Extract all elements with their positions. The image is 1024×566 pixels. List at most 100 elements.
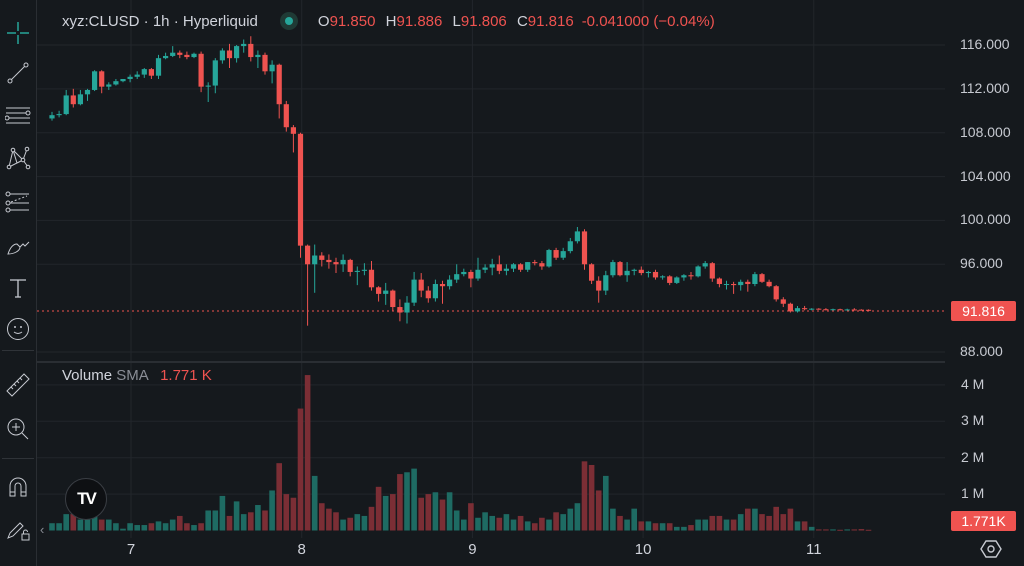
candle — [546, 248, 552, 268]
candle-body — [305, 245, 311, 265]
volume-title: Volume — [62, 367, 113, 384]
candle-body — [70, 95, 76, 105]
candle-body — [191, 53, 197, 58]
candle — [205, 82, 211, 103]
candle — [255, 50, 261, 69]
candle-body — [489, 264, 495, 268]
volume-bar — [255, 505, 261, 531]
candle — [802, 305, 808, 311]
brush-tool[interactable] — [3, 230, 33, 260]
volume-bar — [737, 514, 744, 531]
candle — [155, 54, 162, 79]
candle-body — [248, 43, 254, 58]
candle — [596, 276, 602, 303]
candle — [709, 262, 715, 282]
volume-legend: Volume SMA 1.771 K — [62, 367, 212, 384]
volume-bar — [702, 519, 708, 531]
volume-bar — [752, 508, 758, 531]
volume-bar — [91, 512, 98, 531]
candle-body — [596, 280, 602, 291]
zoom-in-tool[interactable] — [3, 414, 33, 444]
candle-body — [809, 308, 815, 310]
candle — [489, 258, 495, 276]
candle — [283, 100, 289, 132]
fib-levels-tool[interactable] — [3, 187, 33, 217]
candle-body — [361, 269, 367, 271]
collapse-toolbar-chevron-icon[interactable]: ‹ — [40, 522, 45, 537]
candle — [376, 286, 382, 302]
candle-body — [297, 133, 304, 246]
settings-icon[interactable] — [980, 538, 1002, 560]
volume-bar — [446, 492, 453, 531]
candle-body — [553, 250, 559, 258]
candle — [212, 58, 218, 94]
candle-body — [120, 78, 126, 82]
trend-line-tool[interactable] — [3, 58, 33, 88]
candle — [610, 259, 616, 278]
crosshair-icon — [7, 22, 29, 44]
candle-body — [738, 281, 744, 286]
candle-body — [425, 290, 431, 299]
volume-bar — [816, 529, 822, 531]
emoji-tool[interactable] — [3, 314, 33, 344]
magnet-tool[interactable] — [3, 472, 33, 502]
candle — [475, 257, 481, 281]
ruler-tool[interactable] — [3, 370, 33, 400]
volume-bar — [56, 523, 62, 531]
volume-bar — [631, 508, 637, 531]
open-label: O — [317, 12, 330, 30]
candle-body — [546, 250, 552, 267]
candle-body — [652, 271, 659, 278]
candle — [816, 308, 822, 310]
lock-drawings-tool[interactable] — [3, 515, 33, 545]
volume-bar — [524, 521, 531, 531]
volume-bar — [624, 519, 630, 531]
volume-ma-label: SMA — [116, 367, 148, 384]
volume-bar — [539, 517, 545, 531]
crosshair-tool[interactable] — [3, 18, 33, 48]
brush-icon — [7, 241, 30, 255]
candle — [77, 89, 83, 106]
horizontal-lines-tool[interactable] — [3, 100, 33, 130]
volume-bar — [830, 529, 836, 531]
volume-bar — [439, 499, 446, 531]
volume-bar — [567, 508, 574, 531]
volume-bar — [198, 523, 204, 531]
fib-levels-icon — [5, 191, 29, 213]
volume-bar — [141, 525, 148, 531]
open-value: 91.850 — [329, 12, 376, 30]
date-tick-label: 9 — [468, 541, 477, 558]
candle — [837, 308, 843, 311]
candle — [510, 263, 517, 272]
pattern-tool[interactable] — [3, 143, 33, 173]
volume-bar — [461, 519, 467, 531]
volume-bar — [723, 519, 730, 531]
volume-bar — [191, 525, 197, 531]
candle — [84, 88, 91, 101]
volume-bar — [77, 519, 84, 531]
candle-body — [759, 274, 765, 282]
tradingview-logo[interactable]: TV — [65, 478, 107, 520]
close-value: 91.816 — [527, 12, 574, 30]
date-tick-label: 8 — [297, 541, 306, 558]
volume-bar — [390, 494, 396, 531]
text-tool[interactable] — [3, 273, 33, 303]
candle — [574, 227, 580, 244]
candle — [731, 281, 737, 294]
candle — [525, 262, 531, 272]
candle — [319, 252, 325, 267]
candle-body — [624, 270, 630, 276]
symbol-title[interactable]: xyz:CLUSD · 1h · Hyperliquid — [62, 12, 258, 30]
volume-bar — [425, 494, 432, 531]
candle-body — [276, 64, 282, 105]
volume-bar — [411, 468, 417, 531]
horizontal-lines-icon — [5, 107, 31, 124]
candle-body — [92, 71, 98, 90]
volume-bar — [226, 515, 233, 531]
candle-body — [695, 266, 701, 277]
candle — [425, 286, 431, 303]
candle — [219, 48, 225, 64]
volume-bar — [347, 517, 353, 531]
candle-body — [496, 264, 502, 271]
